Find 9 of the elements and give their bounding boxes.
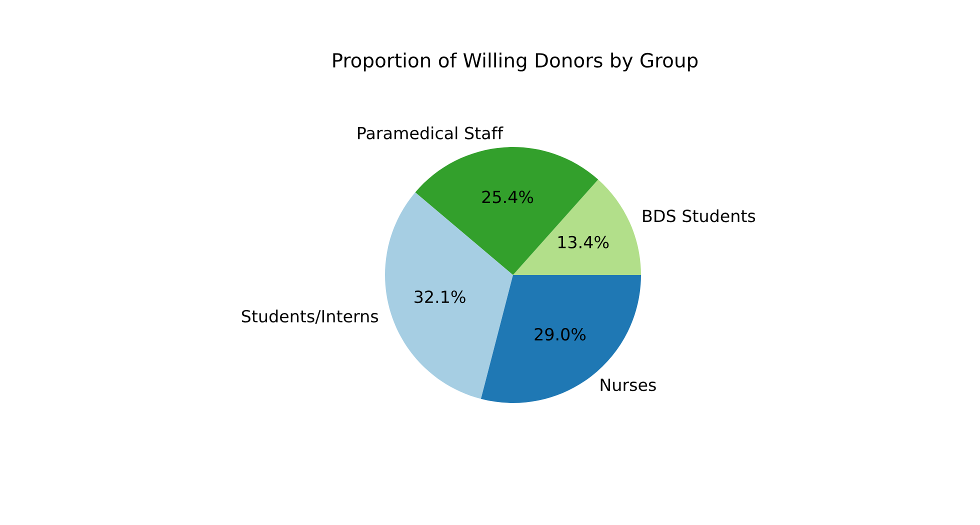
slice-label: Students/Interns xyxy=(242,310,378,324)
data-label: 13.4% xyxy=(558,236,609,248)
slice-label: Paramedical Staff xyxy=(358,126,504,140)
slice-label: Nurses xyxy=(600,378,656,392)
data-label: 29.0% xyxy=(534,328,586,341)
slice-label: BDS Students xyxy=(643,209,756,222)
chart-title: Proportion of Willing Donors by Group xyxy=(333,52,698,72)
data-label: 25.4% xyxy=(482,190,534,204)
data-label: 32.1% xyxy=(414,290,466,304)
